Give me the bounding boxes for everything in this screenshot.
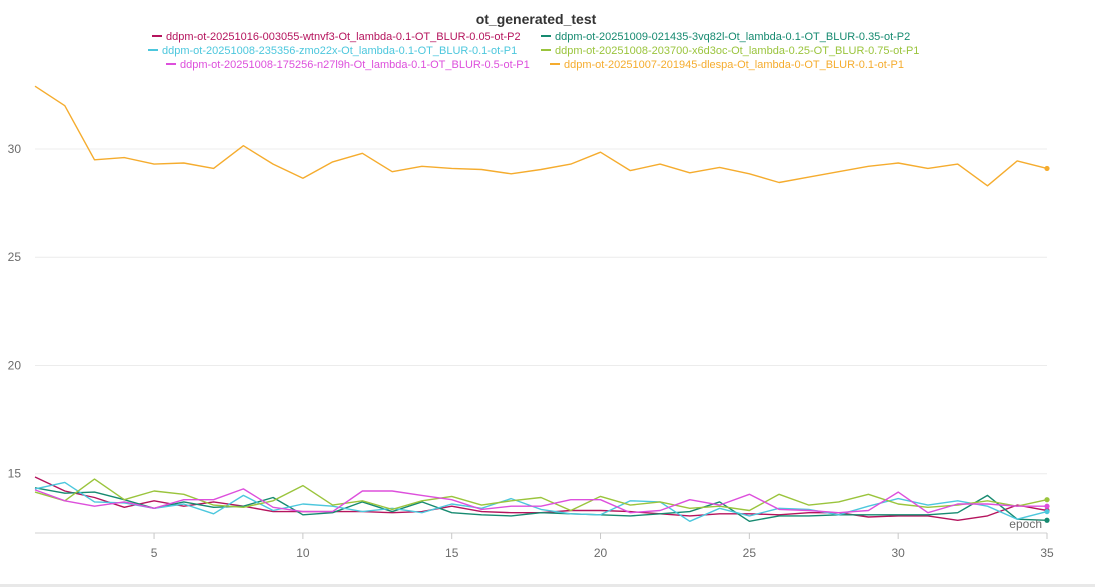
x-tick-label: 35 [1040, 546, 1054, 560]
legend: ddpm-ot-20251016-003055-wtnvf3-Ot_lambda… [148, 31, 919, 71]
series-end-point-6 [1044, 165, 1050, 172]
legend-label: ddpm-ot-20251009-021435-3vq82l-Ot_lambda… [555, 31, 910, 43]
window-bottom-border [0, 584, 1095, 587]
axes: 15 20 25 30 5 10 15 20 25 30 35 [8, 142, 1054, 560]
y-tick-label: 15 [8, 467, 22, 481]
series-end-point-5 [1044, 503, 1050, 509]
legend-label: ddpm-ot-20251016-003055-wtnvf3-Ot_lambda… [166, 31, 521, 43]
chart-title: ot_generated_test [476, 11, 597, 27]
grid [35, 148, 1047, 475]
legend-label: ddpm-ot-20251008-175256-n27l9h-Ot_lambda… [180, 59, 530, 71]
x-tick-label: 30 [891, 546, 905, 560]
series-line-2 [34, 487, 1048, 522]
legend-item-5[interactable]: ddpm-ot-20251008-175256-n27l9h-Ot_lambda… [166, 59, 530, 71]
series-line-6 [34, 85, 1048, 187]
series-lines [34, 85, 1050, 523]
x-axis-label: epoch [1009, 517, 1042, 531]
legend-item-2[interactable]: ddpm-ot-20251009-021435-3vq82l-Ot_lambda… [541, 31, 910, 43]
series-end-point-2 [1044, 517, 1050, 523]
y-tick-label: 30 [8, 142, 22, 156]
series-end-point-3 [1044, 508, 1050, 515]
x-tick-label: 20 [594, 546, 608, 560]
legend-item-1[interactable]: ddpm-ot-20251016-003055-wtnvf3-Ot_lambda… [152, 31, 521, 43]
legend-label: ddpm-ot-20251008-235356-zmo22x-Ot_lambda… [162, 45, 517, 57]
series-line-4 [34, 478, 1048, 512]
legend-label: ddpm-ot-20251007-201945-dlespa-Ot_lambda… [564, 59, 904, 71]
x-tick-label: 10 [296, 546, 310, 560]
legend-item-4[interactable]: ddpm-ot-20251008-203700-x6d3oc-Ot_lambda… [541, 45, 919, 57]
x-tick-label: 25 [743, 546, 757, 560]
y-tick-label: 20 [8, 358, 22, 372]
legend-item-3[interactable]: ddpm-ot-20251008-235356-zmo22x-Ot_lambda… [148, 45, 517, 57]
y-tick-label: 25 [8, 250, 22, 264]
x-tick-label: 5 [151, 546, 158, 560]
legend-item-6[interactable]: ddpm-ot-20251007-201945-dlespa-Ot_lambda… [550, 59, 904, 71]
series-line-5 [34, 488, 1047, 514]
legend-label: ddpm-ot-20251008-203700-x6d3oc-Ot_lambda… [555, 45, 919, 57]
series-end-point-4 [1044, 497, 1050, 503]
x-tick-label: 15 [445, 546, 459, 560]
